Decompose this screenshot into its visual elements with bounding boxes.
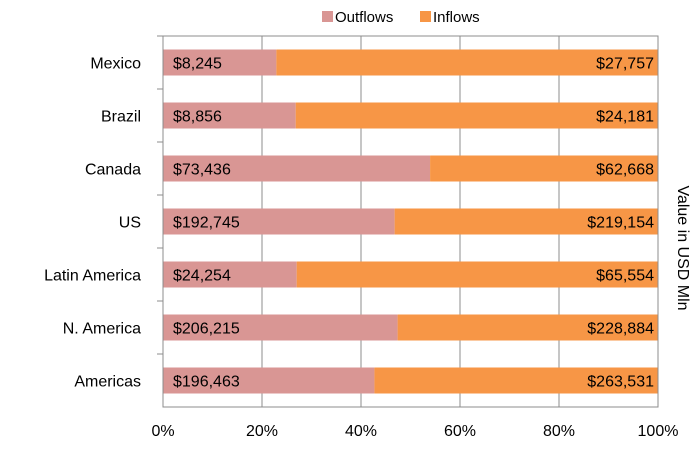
data-label-outflows: $8,245 bbox=[173, 56, 222, 73]
x-tick-label: 60% bbox=[444, 423, 476, 440]
x-tick-label: 20% bbox=[246, 423, 278, 440]
data-label-inflows: $263,531 bbox=[587, 374, 654, 391]
x-tick-label: 40% bbox=[345, 423, 377, 440]
data-label-outflows: $24,254 bbox=[173, 268, 231, 285]
data-label-outflows: $196,463 bbox=[173, 374, 240, 391]
data-label-inflows: $65,554 bbox=[596, 268, 654, 285]
category-label: N. America bbox=[63, 321, 141, 338]
legend-swatch-inflows bbox=[420, 11, 431, 22]
bar-inflows bbox=[276, 49, 658, 76]
category-label: Americas bbox=[74, 374, 141, 391]
category-label: US bbox=[119, 215, 141, 232]
bar-inflows bbox=[374, 367, 658, 394]
legend-label-outflows: Outflows bbox=[335, 9, 393, 26]
x-tick-label: 80% bbox=[543, 423, 575, 440]
bar-outflows bbox=[163, 261, 297, 288]
bar-inflows bbox=[295, 102, 658, 129]
data-label-outflows: $8,856 bbox=[173, 109, 222, 126]
data-label-inflows: $228,884 bbox=[587, 321, 654, 338]
data-label-outflows: $73,436 bbox=[173, 162, 231, 179]
data-label-outflows: $206,215 bbox=[173, 321, 240, 338]
bar-outflows bbox=[163, 102, 296, 129]
x-tick-labels: 0% 20% 40% 60% 80% 100% bbox=[151, 423, 678, 440]
legend-label-inflows: Inflows bbox=[433, 9, 480, 26]
bar-outflows bbox=[163, 49, 277, 76]
category-label: Mexico bbox=[90, 56, 141, 73]
bar-inflows bbox=[397, 314, 658, 341]
axes bbox=[157, 35, 659, 408]
bar-outflows bbox=[163, 314, 398, 341]
bar-outflows bbox=[163, 367, 375, 394]
category-label: Canada bbox=[85, 162, 141, 179]
category-labels: Mexico Brazil Canada US Latin America N. Amer… bbox=[44, 56, 141, 391]
bar-inflows bbox=[430, 155, 658, 182]
plot-area-border bbox=[162, 35, 659, 408]
x-tick-label: 100% bbox=[638, 423, 679, 440]
data-label-inflows: $27,757 bbox=[596, 56, 654, 73]
bar-inflows bbox=[296, 261, 658, 288]
bar-outflows bbox=[163, 155, 431, 182]
category-label: Latin America bbox=[44, 268, 141, 285]
data-label-inflows: $219,154 bbox=[587, 215, 654, 232]
bar-inflows bbox=[394, 208, 658, 235]
secondary-y-axis-label: Value in USD Mln bbox=[674, 185, 691, 310]
data-label-inflows: $62,668 bbox=[596, 162, 654, 179]
data-label-inflows: $24,181 bbox=[596, 109, 654, 126]
legend-swatch-outflows bbox=[322, 11, 333, 22]
x-tick-label: 0% bbox=[151, 423, 174, 440]
bars: $8,245 $27,757 $8,856 $24,181 $73,436 $62,668… bbox=[163, 49, 658, 394]
bar-outflows bbox=[163, 208, 395, 235]
category-label: Brazil bbox=[101, 109, 141, 126]
legend: Outflows Inflows bbox=[322, 9, 480, 26]
data-label-outflows: $192,745 bbox=[173, 215, 240, 232]
